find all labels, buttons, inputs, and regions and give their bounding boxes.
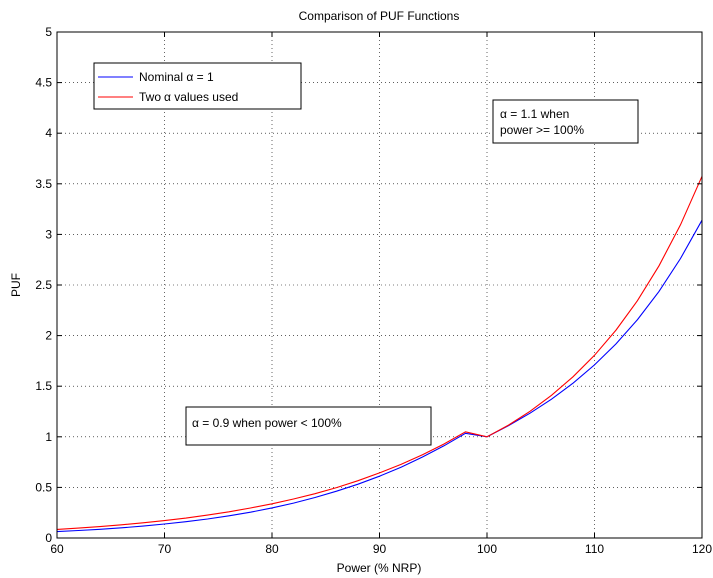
y-tick-label: 2 [45,329,52,343]
y-tick-label: 0.5 [35,480,52,494]
y-tick-label: 1 [45,430,52,444]
annotation-alpha-1-1: α = 1.1 when power >= 100% [492,99,639,144]
series-layer [56,176,703,533]
annotation-high-line-2: power >= 100% [500,123,584,137]
y-tick-label: 0 [45,531,52,545]
y-tick-label: 2.5 [35,278,52,292]
y-tick-label: 4 [45,126,52,140]
axis-ticks: 60 70 80 90 100 110 120 0 0.5 1 1.5 2 2.5 3 3.5 4 4.5 5 [35,25,712,556]
annotation-low-line-1: α = 0.9 when power < 100% [192,416,342,430]
chart-title: Comparison of PUF Functions [299,9,460,23]
annotation-box-high [492,99,639,144]
x-tick-label: 100 [477,542,497,556]
y-tick-label: 4.5 [35,76,52,90]
legend-box [93,62,302,110]
x-tick-label: 60 [50,542,64,556]
grid-lines [57,32,702,538]
y-tick-label: 1.5 [35,379,52,393]
y-tick-label: 5 [45,25,52,39]
x-tick-label: 120 [692,542,712,556]
y-axis-label: PUF [9,273,23,297]
y-tick-label: 3 [45,227,52,241]
series-line-nominal [56,219,703,533]
annotation-box-low [185,406,432,446]
x-tick-label: 90 [373,542,387,556]
legend-entry-two-alpha: Two α values used [139,90,238,104]
legend-entry-nominal: Nominal α = 1 [139,70,214,84]
x-tick-label: 70 [158,542,172,556]
series-line-two-alpha [56,176,703,530]
x-tick-label: 110 [585,542,604,556]
x-tick-label: 80 [265,542,279,556]
legend: Nominal α = 1 Two α values used [93,62,302,110]
y-tick-label: 3.5 [35,177,52,191]
annotation-alpha-0-9: α = 0.9 when power < 100% [185,406,432,446]
annotation-high-line-1: α = 1.1 when [500,107,569,121]
x-axis-label: Power (% NRP) [337,561,422,575]
